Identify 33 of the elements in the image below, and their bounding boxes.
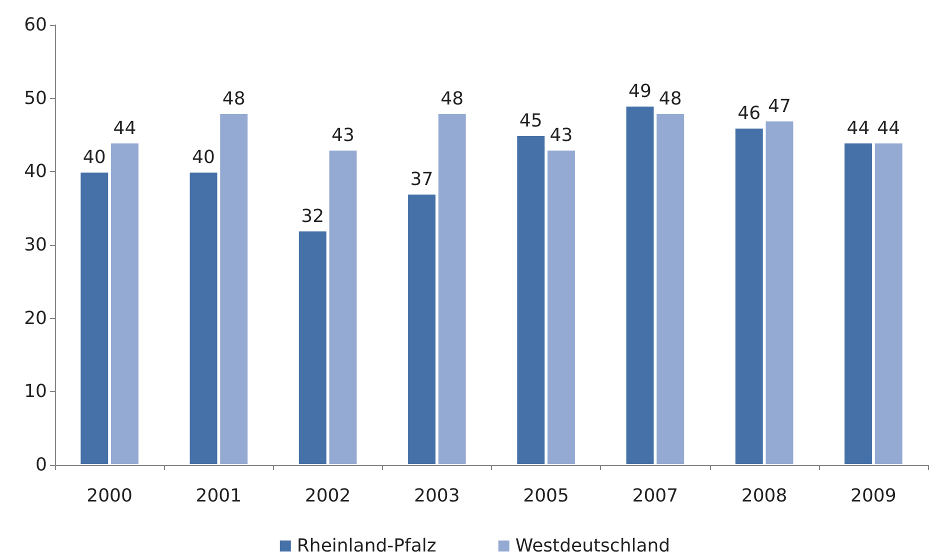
y-tick-label: 20 [24,308,47,329]
data-label: 44 [113,118,136,139]
y-tick-label: 10 [24,381,47,402]
x-tick-label: 2009 [850,486,896,506]
legend-label: Westdeutschland [515,536,670,556]
data-label: 44 [877,118,900,139]
y-tick-label: 0 [36,454,47,476]
x-tick-label: 2008 [741,486,788,506]
y-tick-label: 50 [24,88,47,109]
data-label: 40 [82,147,106,168]
data-label: 48 [440,88,464,110]
x-tick-label: 2003 [414,486,460,506]
x-tick-label: 2000 [86,486,132,506]
y-tick-label: 60 [24,14,47,36]
x-tick-label: 2007 [632,486,678,506]
legend-label: Rheinland-Pfalz [296,536,436,556]
data-label: 43 [550,125,573,146]
data-label: 46 [738,103,761,124]
y-tick-label: 30 [24,234,47,256]
data-label: 47 [768,96,791,117]
data-label: 32 [301,206,324,227]
data-label: 45 [519,110,542,132]
data-label: 44 [846,118,870,139]
y-tick-label: 40 [24,161,47,182]
x-tick-label: 2002 [304,486,351,506]
x-tick-label: 2001 [196,486,242,506]
data-label: 48 [658,88,682,110]
data-label: 37 [410,169,434,190]
data-label: 43 [332,125,354,146]
data-label: 40 [192,147,215,168]
x-tick-label: 2005 [523,486,569,506]
data-label: 49 [628,81,652,102]
data-label: 48 [222,88,246,110]
